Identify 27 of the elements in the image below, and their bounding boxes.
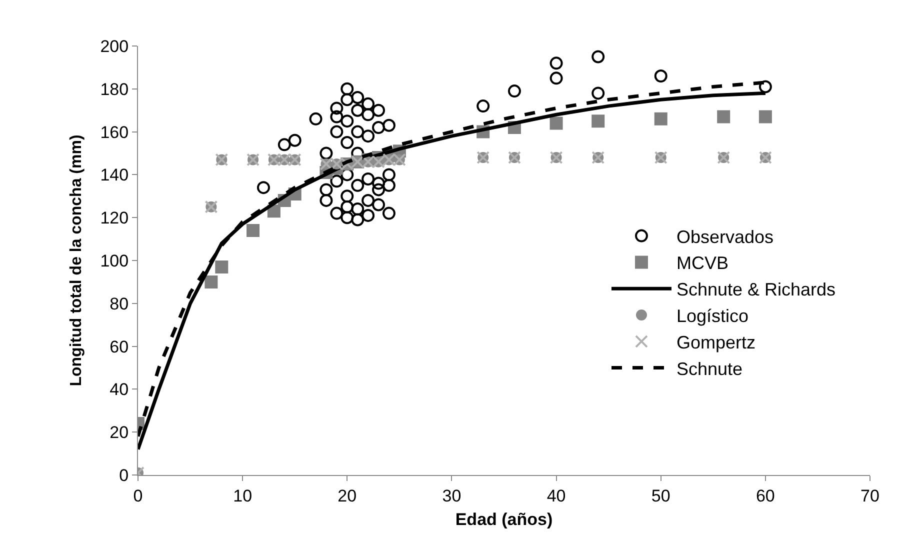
x-tick-label: 40	[546, 486, 566, 506]
legend-label: Schnute & Richards	[676, 280, 836, 300]
x-tick-label: 20	[338, 486, 357, 506]
x-tick-label: 60	[756, 486, 775, 506]
x-tick-label: 10	[233, 486, 252, 506]
y-tick-label: 60	[110, 337, 129, 356]
y-tick-label: 200	[100, 36, 129, 56]
x-tick-label: 30	[442, 486, 462, 506]
y-tick-label: 40	[110, 380, 129, 400]
y-tick-label: 0	[119, 466, 129, 485]
y-tick-label: 180	[100, 80, 129, 99]
x-tick-label: 0	[133, 486, 143, 506]
legend-label: Observados	[676, 226, 774, 247]
x-axis-title: Edad (años)	[455, 510, 553, 529]
x-tick-label: 50	[651, 486, 670, 506]
legend-label: Gompertz	[676, 332, 756, 352]
x-tick-label: 70	[860, 486, 880, 506]
y-tick-label: 20	[110, 423, 129, 442]
y-axis-title: Longitud total de la concha (mm)	[68, 134, 86, 386]
y-tick-label: 120	[100, 208, 129, 228]
legend-label: MCVB	[676, 253, 728, 274]
legend-label: Schnute	[676, 358, 743, 379]
legend-label: Logístico	[676, 306, 749, 326]
y-tick-label: 140	[100, 166, 129, 185]
y-tick-label: 80	[110, 294, 129, 314]
y-tick-label: 100	[100, 251, 129, 270]
y-tick-label: 160	[100, 122, 129, 142]
